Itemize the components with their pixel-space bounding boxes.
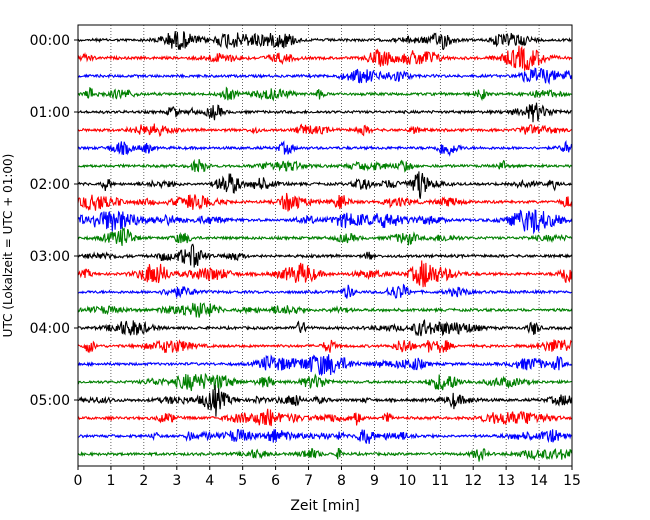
- y-tick-label-1: 01:00: [30, 105, 70, 121]
- trace-row-2: [77, 45, 572, 71]
- y-tick-label-5: 05:00: [30, 393, 70, 409]
- trace-rows: [77, 31, 573, 462]
- x-tick-label-0: 0: [74, 473, 83, 489]
- trace-row-16: [77, 302, 573, 318]
- x-tick-label-6: 6: [271, 473, 280, 489]
- plot-frame: [77, 24, 573, 467]
- x-tick-label-12: 12: [464, 473, 482, 489]
- y-tick-label-3: 03:00: [30, 249, 70, 265]
- trace-row-12: [77, 226, 572, 246]
- x-tick-label-7: 7: [304, 473, 313, 489]
- trace-row-4: [77, 86, 572, 102]
- x-tick-label-10: 10: [398, 473, 416, 489]
- trace-row-18: [77, 339, 572, 354]
- trace-row-7: [77, 139, 573, 157]
- trace-row-21: [77, 385, 573, 417]
- x-tick-label-3: 3: [172, 473, 181, 489]
- trace-row-14: [77, 260, 573, 288]
- x-tick-label-14: 14: [530, 473, 548, 489]
- trace-row-9: [77, 171, 572, 199]
- x-tick-label-4: 4: [205, 473, 214, 489]
- y-axis-label: UTC (Lokalzeit = UTC + 01:00): [1, 154, 15, 338]
- trace-row-1: [77, 31, 572, 51]
- trace-row-23: [77, 429, 572, 444]
- trace-row-15: [77, 283, 572, 299]
- trace-row-13: [77, 243, 572, 268]
- y-tick-label-0: 00:00: [30, 33, 70, 49]
- x-tick-label-5: 5: [238, 473, 247, 489]
- trace-row-24: [77, 447, 573, 462]
- trace-row-6: [77, 123, 572, 138]
- trace-row-11: [77, 209, 573, 235]
- trace-row-10: [77, 192, 573, 212]
- x-axis-ticks: 0 1 2 3 4 5 6 7 8 9 10 11 12 13 14 15: [74, 466, 581, 489]
- y-axis-ticks: 00:00 01:00 02:00 03:00 04:00 05:00: [30, 33, 78, 409]
- trace-row-5: [77, 102, 572, 123]
- y-tick-label-4: 04:00: [30, 321, 70, 337]
- x-axis-label: Zeit [min]: [290, 498, 359, 514]
- x-tick-label-2: 2: [139, 473, 148, 489]
- trace-row-22: [77, 408, 572, 427]
- x-tick-label-13: 13: [497, 473, 515, 489]
- trace-row-19: [77, 354, 572, 377]
- x-tick-label-11: 11: [431, 473, 449, 489]
- x-tick-label-8: 8: [337, 473, 346, 489]
- trace-row-17: [77, 318, 573, 337]
- trace-row-8: [77, 158, 572, 173]
- x-tick-label-9: 9: [370, 473, 379, 489]
- x-tick-label-1: 1: [106, 473, 115, 489]
- trace-row-3: [77, 67, 573, 85]
- x-tick-label-15: 15: [563, 473, 581, 489]
- y-tick-label-2: 02:00: [30, 177, 70, 193]
- trace-row-20: [77, 372, 572, 392]
